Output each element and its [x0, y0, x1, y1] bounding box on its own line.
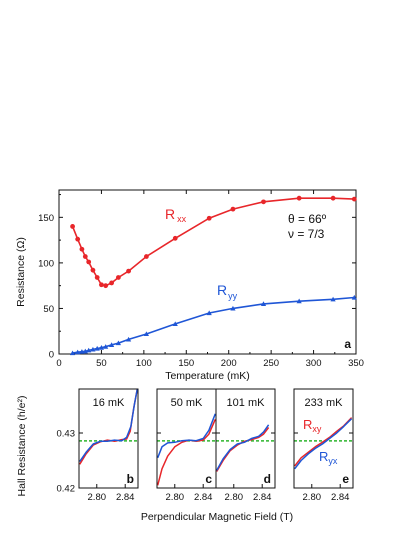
main-chart: 0 50 100 150 200 250 300 350050100150Temperatur…: [15, 189, 364, 382]
data-point-ryy: [143, 331, 150, 337]
y-axis-title: Resistance (Ω): [15, 237, 27, 307]
data-point-ryy: [103, 344, 109, 349]
data-point-rxx: [79, 246, 85, 252]
x-tick-label: 250: [263, 358, 279, 369]
x-axis-title: Temperature (mK): [165, 370, 250, 382]
hall-panel-c: 2.80 2.84 50 mK c: [156, 388, 217, 503]
data-point-rxx: [94, 275, 100, 280]
y-tick-label: 0: [49, 350, 54, 361]
hall-y-axis-title: Hall Resistance (h/e²): [16, 396, 28, 497]
x-tick-label: 2.84: [194, 492, 213, 503]
y-tick-label: 0.43: [57, 429, 76, 440]
x-tick-label: 200: [221, 358, 237, 369]
data-point-ryy: [125, 336, 132, 342]
data-point-rxx: [109, 280, 115, 286]
data-point-ryy: [296, 298, 302, 304]
data-point-rxx: [75, 236, 81, 242]
data-point-rxx: [330, 195, 336, 201]
x-tick-label: 50: [96, 358, 107, 369]
panel-frame: [78, 388, 139, 489]
data-point-rxx: [230, 206, 236, 212]
y-tick-label: 50: [43, 304, 54, 315]
data-point-rxx: [172, 235, 178, 241]
annotation-theta: θ = 66º: [288, 212, 327, 226]
data-point-ryy: [351, 294, 357, 300]
hall-panel-d: 2.80 2.84 101 mK d: [215, 388, 276, 503]
series-line-ryx: [157, 413, 216, 459]
temperature-label: 50 mK: [171, 397, 203, 409]
data-point-ryy: [98, 345, 105, 350]
series-line-ryx: [294, 418, 353, 470]
data-point-rxx: [103, 283, 109, 289]
data-point-rxx: [296, 195, 302, 201]
data-point-ryy: [109, 342, 115, 347]
legend-ryx: Ryx: [319, 449, 338, 466]
x-tick-label: 2.80: [303, 492, 322, 503]
hall-panel-b: 2.80 2.84 0.42 0.43 16 mK b: [57, 388, 139, 503]
temperature-label: 233 mK: [305, 397, 344, 409]
data-point-ryy: [230, 305, 236, 311]
data-point-ryy: [75, 349, 81, 355]
x-tick-label: 2.80: [225, 492, 244, 503]
temperature-label: 101 mK: [227, 397, 266, 409]
x-tick-label: 100: [136, 358, 152, 369]
hall-panel-e: 2.80 2.84 233 mK e Rxy Ryx: [293, 388, 354, 503]
y-tick-label: 0.42: [57, 484, 76, 495]
data-point-rxx: [86, 259, 92, 265]
data-point-ryy: [260, 301, 267, 306]
data-point-rxx: [144, 254, 149, 259]
data-point-ryy: [330, 296, 336, 302]
y-tick-label: 150: [38, 213, 54, 224]
x-tick-label: 2.80: [88, 492, 107, 503]
series-line-rxy: [216, 427, 270, 472]
series-line-ryx: [216, 424, 270, 471]
x-tick-label: 300: [306, 358, 322, 369]
data-point-ryy: [206, 310, 212, 316]
data-point-ryy: [90, 346, 96, 352]
data-point-ryy: [94, 345, 100, 351]
data-point-rxx: [206, 215, 212, 221]
panel-letter-a: a: [344, 337, 351, 351]
x-tick-label: 150: [178, 358, 194, 369]
x-tick-label: 2.80: [166, 492, 185, 503]
data-point-rxx: [261, 199, 266, 205]
panel-letter-c: c: [205, 472, 212, 486]
series-line-ryy: [72, 296, 355, 354]
panel-letter-b: b: [127, 472, 134, 486]
x-tick-label: 2.84: [116, 492, 135, 503]
data-point-ryy: [69, 350, 76, 356]
x-tick-label: 2.84: [253, 492, 272, 503]
temperature-label: 16 mK: [93, 397, 125, 409]
annotation-nu: ν = 7/3: [288, 227, 325, 241]
data-point-rxx: [99, 282, 104, 288]
x-tick-label: 0: [56, 358, 61, 369]
data-point-rxx: [90, 267, 96, 273]
data-point-rxx: [126, 268, 131, 274]
legend-rxy: Rxy: [303, 417, 322, 434]
data-point-ryy: [86, 347, 92, 353]
data-point-ryy: [115, 340, 121, 346]
x-tick-label: 350: [348, 358, 364, 369]
panel-frame: [293, 388, 354, 489]
data-point-rxx: [116, 275, 121, 280]
series-line-ryx: [79, 388, 139, 463]
legend-ryy: Ryy: [217, 282, 238, 301]
data-point-rxx: [351, 196, 357, 202]
series-line-rxy: [156, 419, 216, 486]
data-point-rxx: [82, 254, 88, 259]
panel-frame: [215, 388, 276, 489]
x-tick-label: 2.84: [331, 492, 350, 503]
hall-x-axis-title: Perpendicular Magnetic Field (T): [141, 511, 293, 523]
data-point-rxx: [70, 224, 75, 229]
panel-letter-e: e: [342, 472, 349, 486]
y-tick-label: 100: [38, 258, 54, 269]
panel-letter-d: d: [264, 472, 271, 486]
data-point-ryy: [172, 321, 178, 327]
